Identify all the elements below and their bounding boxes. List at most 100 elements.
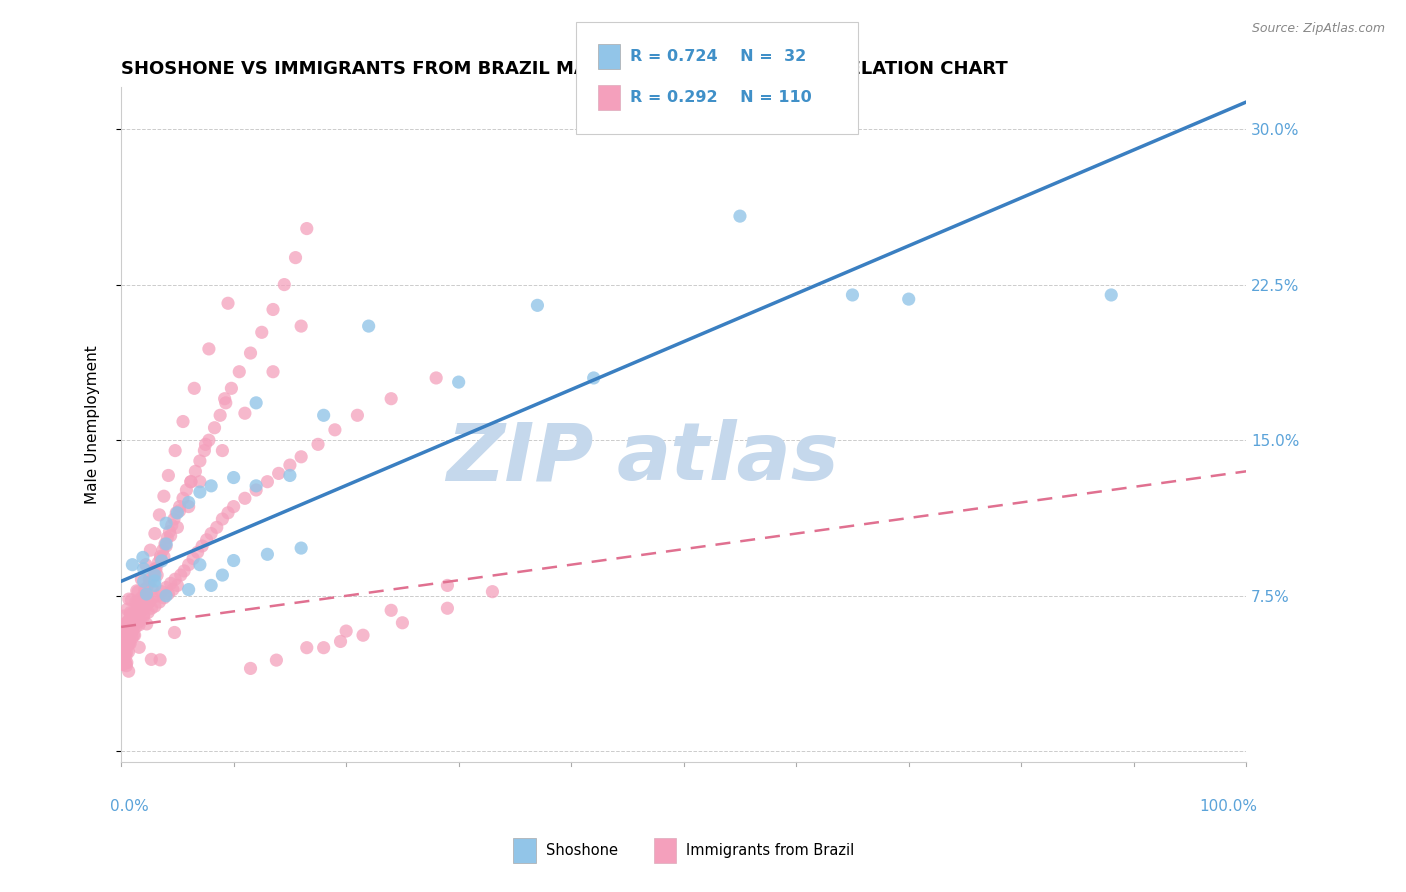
Point [146,568,169,582]
Point [239,661,262,675]
Point [131,593,153,607]
Point [114,630,136,644]
Point [149,653,172,667]
Point [256,547,278,561]
Point [115,658,138,673]
Point [117,619,139,633]
Point [142,591,165,605]
Point [295,640,318,655]
Point [200,578,222,592]
Point [177,495,200,509]
Point [114,645,136,659]
Point [153,489,176,503]
Point [188,475,211,489]
Point [177,558,200,572]
Point [121,624,143,638]
Point [284,251,307,265]
Point [120,636,142,650]
Point [122,609,145,624]
Point [195,533,218,547]
Point [155,537,177,551]
Point [115,656,138,670]
Point [200,479,222,493]
Point [188,454,211,468]
Point [117,637,139,651]
Point [120,615,142,630]
Point [155,589,177,603]
Point [129,614,152,628]
Point [120,606,142,620]
Point [132,609,155,624]
Point [165,443,187,458]
Point [112,609,135,624]
Point [159,576,181,591]
Point [117,615,139,629]
Point [146,589,169,603]
Point [115,602,138,616]
Point [155,581,177,595]
Point [200,526,222,541]
Point [436,601,458,615]
Point [122,628,145,642]
Point [111,657,134,672]
Point [120,593,142,607]
Point [245,483,267,497]
Point [148,508,170,522]
Point [173,564,195,578]
Point [209,409,232,423]
Point [132,550,155,565]
Point [228,365,250,379]
Point [436,578,458,592]
Point [165,506,187,520]
Point [127,584,149,599]
Point [131,572,153,586]
Point [278,458,301,472]
Point [262,365,284,379]
Point [278,468,301,483]
Point [153,591,176,605]
Point [155,516,177,531]
Point [211,512,233,526]
Point [114,645,136,659]
Point [121,631,143,645]
Point [127,607,149,622]
Point [132,562,155,576]
Point [149,549,172,564]
Point [148,556,170,570]
Point [181,551,204,566]
Point [153,537,176,551]
Point [127,596,149,610]
Point [191,539,214,553]
Point [166,578,188,592]
Point [180,475,202,489]
Point [114,624,136,638]
Point [121,558,143,572]
Point [160,518,183,533]
Point [115,636,138,650]
Point [131,603,153,617]
Point [183,381,205,395]
Text: 0.0%: 0.0% [110,799,149,814]
Text: 100.0%: 100.0% [1199,799,1257,814]
Point [136,581,159,595]
Point [380,603,402,617]
Point [114,647,136,661]
Point [143,574,166,588]
Point [177,582,200,597]
Point [380,392,402,406]
Point [152,543,174,558]
Y-axis label: Male Unemployment: Male Unemployment [86,345,100,504]
Point [114,649,136,664]
Point [153,549,176,564]
Point [233,406,256,420]
Point [290,450,312,464]
Point [217,506,239,520]
Point [290,319,312,334]
Point [188,558,211,572]
Point [169,500,191,514]
Point [215,396,238,410]
Point [162,582,184,597]
Point [221,381,243,395]
Point [155,539,177,553]
Point [841,288,863,302]
